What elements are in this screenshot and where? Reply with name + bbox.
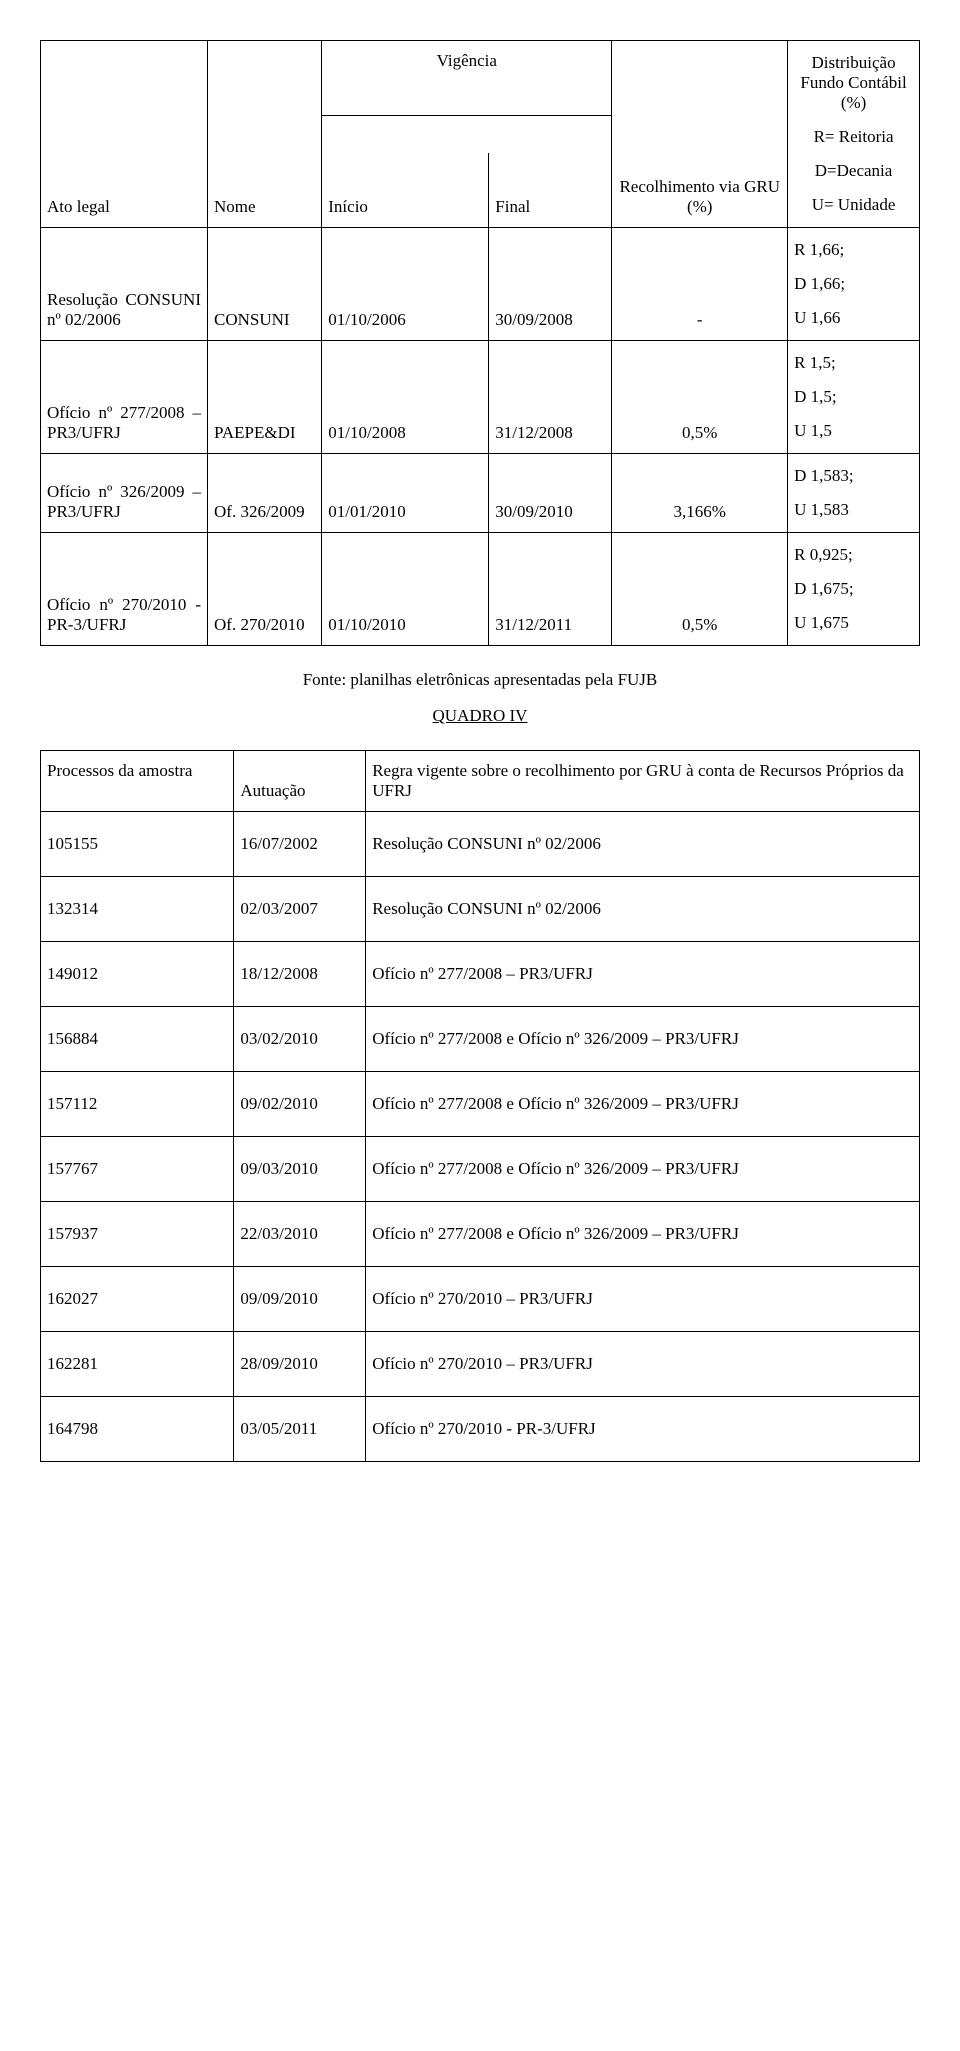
cell-regra: Ofício nº 277/2008 e Ofício nº 326/2009 …: [366, 1007, 920, 1072]
cell-proc: 157112: [41, 1072, 234, 1137]
cell-regra: Ofício nº 277/2008 e Ofício nº 326/2009 …: [366, 1202, 920, 1267]
dist-u: U 1,66: [794, 308, 913, 328]
cell-nome: PAEPE&DI: [208, 341, 322, 454]
cell-proc: 157937: [41, 1202, 234, 1267]
cell-aut: 03/05/2011: [234, 1397, 366, 1462]
table-row: Resolução CONSUNI nº 02/2006 CONSUNI 01/…: [41, 228, 920, 341]
hdr-final: Final: [489, 153, 612, 227]
hdr-inicio: Início: [322, 153, 489, 227]
cell-aut: 09/03/2010: [234, 1137, 366, 1202]
cell-rec: -: [612, 228, 788, 341]
hdr-ato-legal: Ato legal: [41, 41, 208, 228]
table-row: 164798 03/05/2011 Ofício nº 270/2010 - P…: [41, 1397, 920, 1462]
cell-proc: 164798: [41, 1397, 234, 1462]
cell-final: 31/12/2008: [489, 341, 612, 454]
cell-dist: R 1,5; D 1,5; U 1,5: [788, 341, 920, 454]
quadro-iii-table: Ato legal Nome Vigência Recolhimento via…: [40, 40, 920, 646]
cell-regra: Ofício nº 277/2008 – PR3/UFRJ: [366, 942, 920, 1007]
cell-ato: Resolução CONSUNI nº 02/2006: [41, 228, 208, 341]
table-row: 156884 03/02/2010 Ofício nº 277/2008 e O…: [41, 1007, 920, 1072]
cell-inicio: 01/10/2010: [322, 533, 489, 646]
cell-regra: Ofício nº 270/2010 – PR3/UFRJ: [366, 1332, 920, 1397]
cell-aut: 09/09/2010: [234, 1267, 366, 1332]
hdr-dist-r: R= Reitoria: [794, 127, 913, 147]
dist-u: U 1,675: [794, 613, 913, 633]
cell-rec: 0,5%: [612, 341, 788, 454]
cell-aut: 28/09/2010: [234, 1332, 366, 1397]
cell-final: 30/09/2010: [489, 454, 612, 533]
cell-proc: 156884: [41, 1007, 234, 1072]
dist-u: U 1,5: [794, 421, 913, 441]
cell-proc: 162281: [41, 1332, 234, 1397]
dist-d: D 1,5;: [794, 387, 913, 407]
cell-nome: Of. 270/2010: [208, 533, 322, 646]
cell-ato: Ofício nº 270/2010 - PR-3/UFRJ: [41, 533, 208, 646]
table-row: 149012 18/12/2008 Ofício nº 277/2008 – P…: [41, 942, 920, 1007]
cell-aut: 22/03/2010: [234, 1202, 366, 1267]
cell-aut: 09/02/2010: [234, 1072, 366, 1137]
cell-regra: Ofício nº 277/2008 e Ofício nº 326/2009 …: [366, 1137, 920, 1202]
cell-regra: Ofício nº 277/2008 e Ofício nº 326/2009 …: [366, 1072, 920, 1137]
cell-dist: R 1,66; D 1,66; U 1,66: [788, 228, 920, 341]
dist-d: D 1,66;: [794, 274, 913, 294]
table-row: 157767 09/03/2010 Ofício nº 277/2008 e O…: [41, 1137, 920, 1202]
cell-inicio: 01/01/2010: [322, 454, 489, 533]
hdr-distribuicao: Distribuição Fundo Contábil (%) R= Reito…: [788, 41, 920, 228]
cell-aut: 03/02/2010: [234, 1007, 366, 1072]
cell-proc: 132314: [41, 877, 234, 942]
table-row: 162281 28/09/2010 Ofício nº 270/2010 – P…: [41, 1332, 920, 1397]
table-row: 157937 22/03/2010 Ofício nº 277/2008 e O…: [41, 1202, 920, 1267]
hdr-processos: Processos da amostra: [41, 751, 234, 812]
cell-dist: D 1,583; U 1,583: [788, 454, 920, 533]
cell-nome: CONSUNI: [208, 228, 322, 341]
table-row: Ofício nº 270/2010 - PR-3/UFRJ Of. 270/2…: [41, 533, 920, 646]
hdr-dist-u: U= Unidade: [794, 195, 913, 215]
dist-r: R 1,5;: [794, 353, 913, 373]
cell-regra: Resolução CONSUNI nº 02/2006: [366, 877, 920, 942]
quadro-iv-title: QUADRO IV: [40, 706, 920, 726]
cell-ato: Ofício nº 326/2009 – PR3/UFRJ: [41, 454, 208, 533]
cell-nome: Of. 326/2009: [208, 454, 322, 533]
cell-dist: R 0,925; D 1,675; U 1,675: [788, 533, 920, 646]
table-row: 162027 09/09/2010 Ofício nº 270/2010 – P…: [41, 1267, 920, 1332]
cell-proc: 105155: [41, 812, 234, 877]
hdr-recolhimento: Recolhimento via GRU (%): [612, 41, 788, 228]
cell-ato: Ofício nº 277/2008 – PR3/UFRJ: [41, 341, 208, 454]
cell-aut: 18/12/2008: [234, 942, 366, 1007]
cell-proc: 162027: [41, 1267, 234, 1332]
quadro-iv-table: Processos da amostra Autuação Regra vige…: [40, 750, 920, 1462]
hdr-dist-title: Distribuição Fundo Contábil (%): [794, 53, 913, 113]
hdr-regra: Regra vigente sobre o recolhimento por G…: [366, 751, 920, 812]
hdr-nome: Nome: [208, 41, 322, 228]
cell-aut: 16/07/2002: [234, 812, 366, 877]
cell-aut: 02/03/2007: [234, 877, 366, 942]
dist-u: U 1,583: [794, 500, 913, 520]
dist-r: R 1,66;: [794, 240, 913, 260]
cell-regra: Ofício nº 270/2010 - PR-3/UFRJ: [366, 1397, 920, 1462]
hdr-autuacao: Autuação: [234, 751, 366, 812]
dist-r: R 0,925;: [794, 545, 913, 565]
cell-final: 30/09/2008: [489, 228, 612, 341]
cell-proc: 149012: [41, 942, 234, 1007]
table-row: 157112 09/02/2010 Ofício nº 277/2008 e O…: [41, 1072, 920, 1137]
table-row: 105155 16/07/2002 Resolução CONSUNI nº 0…: [41, 812, 920, 877]
table-row: Ofício nº 277/2008 – PR3/UFRJ PAEPE&DI 0…: [41, 341, 920, 454]
table-row: Ofício nº 326/2009 – PR3/UFRJ Of. 326/20…: [41, 454, 920, 533]
cell-inicio: 01/10/2006: [322, 228, 489, 341]
table-row: 132314 02/03/2007 Resolução CONSUNI nº 0…: [41, 877, 920, 942]
cell-inicio: 01/10/2008: [322, 341, 489, 454]
cell-rec: 0,5%: [612, 533, 788, 646]
cell-rec: 3,166%: [612, 454, 788, 533]
fonte-caption: Fonte: planilhas eletrônicas apresentada…: [40, 670, 920, 690]
cell-regra: Ofício nº 270/2010 – PR3/UFRJ: [366, 1267, 920, 1332]
hdr-dist-d: D=Decania: [794, 161, 913, 181]
dist-d: D 1,675;: [794, 579, 913, 599]
cell-final: 31/12/2011: [489, 533, 612, 646]
cell-regra: Resolução CONSUNI nº 02/2006: [366, 812, 920, 877]
hdr-vigencia: Vigência: [322, 41, 612, 116]
cell-proc: 157767: [41, 1137, 234, 1202]
dist-d: D 1,583;: [794, 466, 913, 486]
